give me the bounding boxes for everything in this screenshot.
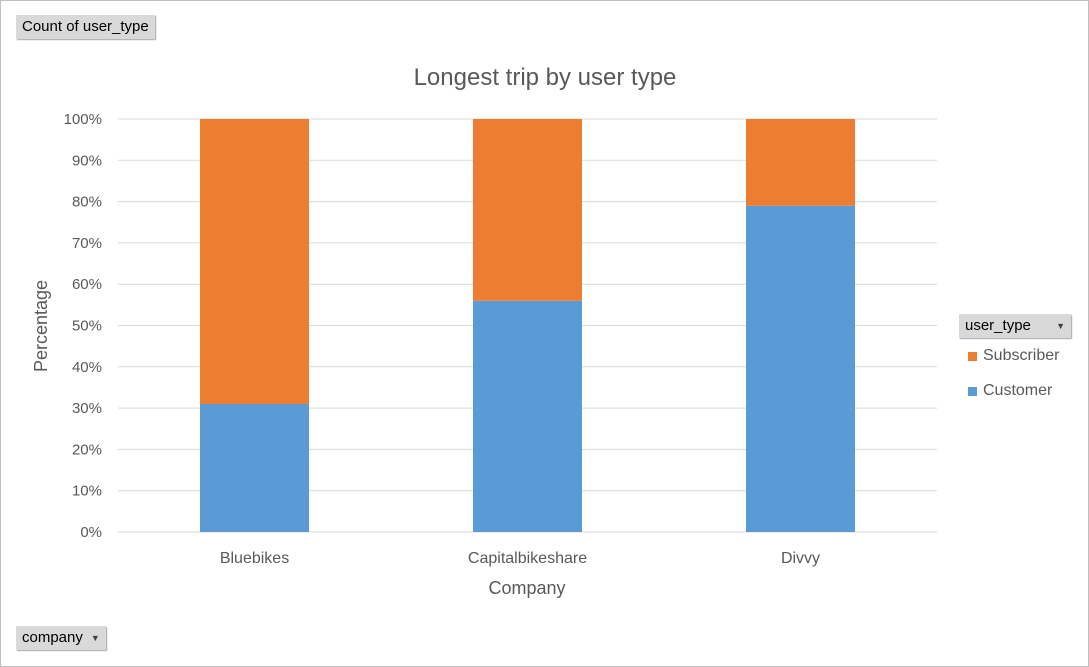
legend-item-customer[interactable]: Customer xyxy=(968,382,1052,400)
bar-subscriber-bluebikes[interactable] xyxy=(200,119,309,404)
y-tick-label: 80% xyxy=(72,194,102,211)
chevron-down-icon[interactable]: ▼ xyxy=(1056,321,1065,331)
x-tick-label: Divvy xyxy=(781,550,820,567)
values-field-label: Count of user_type xyxy=(22,18,149,35)
bar-subscriber-capitalbikeshare[interactable] xyxy=(473,119,582,301)
values-field-button[interactable]: Count of user_type xyxy=(16,15,155,39)
chevron-down-icon[interactable]: ▼ xyxy=(90,633,100,644)
legend-field-label: user_type xyxy=(965,317,1031,334)
y-tick-label: 40% xyxy=(72,359,102,376)
y-tick-label: 100% xyxy=(64,111,102,128)
y-tick-label: 20% xyxy=(72,441,102,458)
y-tick-label: 10% xyxy=(72,483,102,500)
legend-label-customer: Customer xyxy=(983,382,1053,399)
y-tick-label: 50% xyxy=(72,318,102,335)
y-tick-label: 0% xyxy=(80,524,102,541)
chart-title: Longest trip by user type xyxy=(414,64,677,91)
legend-item-subscriber[interactable]: Subscriber xyxy=(968,347,1059,365)
bar-customer-divvy[interactable] xyxy=(746,205,855,533)
bar-customer-capitalbikeshare[interactable] xyxy=(473,300,582,532)
y-tick-label: 90% xyxy=(72,152,102,169)
y-axis-title: Percentage xyxy=(31,280,51,372)
bar-customer-bluebikes[interactable] xyxy=(200,403,309,532)
x-axis-title: Company xyxy=(488,578,565,598)
axis-field-button[interactable]: company ▼ xyxy=(16,626,106,651)
y-tick-label: 30% xyxy=(72,400,102,417)
axis-field-label: company xyxy=(22,629,83,646)
legend-label-subscriber: Subscriber xyxy=(983,347,1060,364)
y-tick-label: 60% xyxy=(72,276,102,293)
bar-subscriber-divvy[interactable] xyxy=(746,119,855,206)
legend-field-button[interactable]: user_type ▼ xyxy=(959,314,1071,338)
legend-swatch-subscriber xyxy=(968,351,977,361)
legend-swatch-customer xyxy=(968,386,977,396)
x-tick-label: Bluebikes xyxy=(220,550,289,567)
y-tick-label: 70% xyxy=(72,235,102,252)
x-tick-label: Capitalbikeshare xyxy=(468,550,587,567)
